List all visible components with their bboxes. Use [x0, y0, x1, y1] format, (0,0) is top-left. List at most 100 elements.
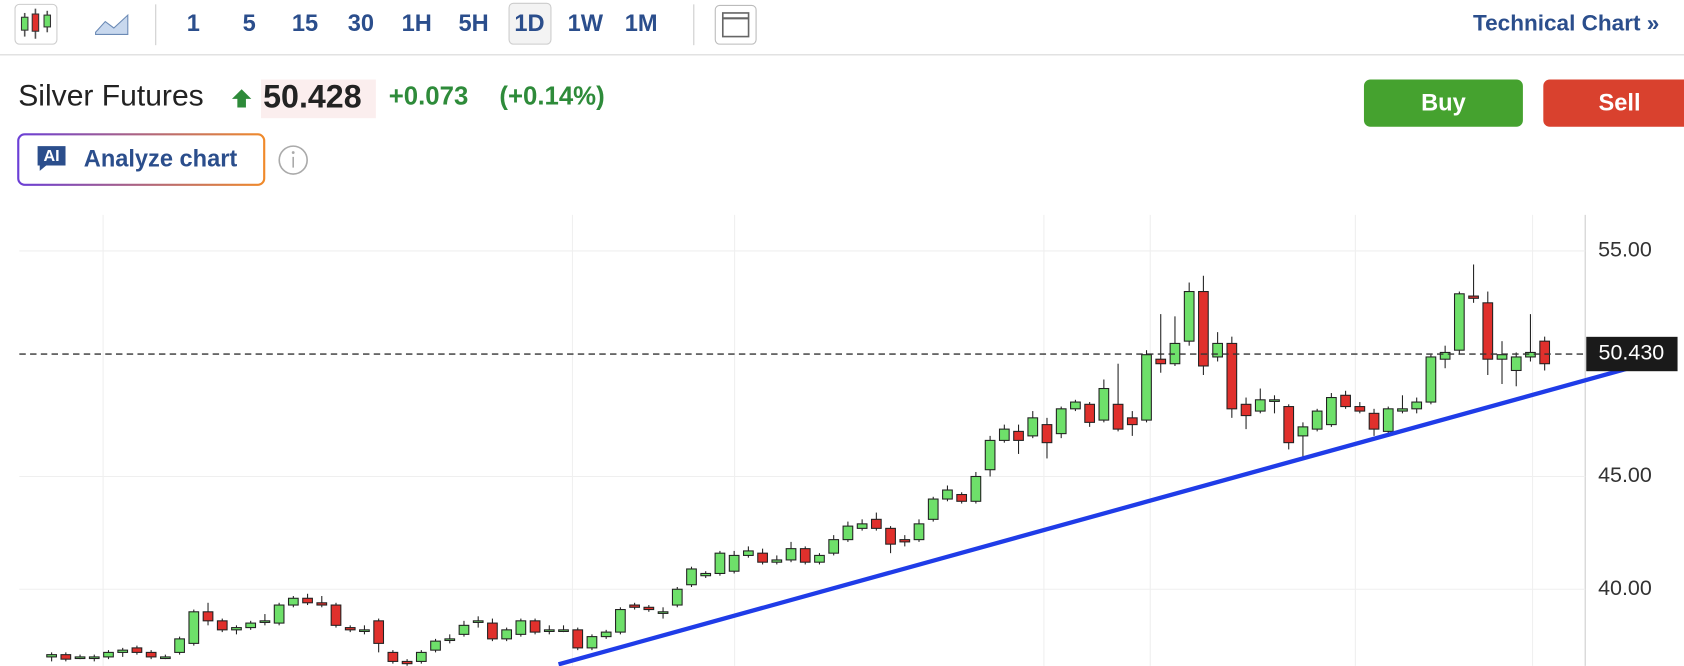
interval-button[interactable]: 15	[292, 11, 318, 37]
candle-body	[600, 631, 612, 638]
ai-icon	[37, 146, 66, 171]
layout-icon[interactable]	[714, 4, 757, 45]
candle-body	[1283, 406, 1295, 444]
instrument-title: Silver Futures	[18, 80, 203, 113]
candle-body	[899, 539, 911, 543]
candle-body	[515, 620, 527, 635]
candle-body	[103, 651, 114, 658]
candle-body	[458, 624, 470, 635]
candle-body	[1340, 394, 1351, 408]
candle-body	[728, 554, 740, 572]
trendline	[557, 362, 1642, 666]
candle-body	[330, 604, 342, 626]
candle-body	[1510, 356, 1522, 372]
candle-body	[60, 654, 72, 660]
candle-body	[46, 654, 57, 658]
vertical-grid	[102, 214, 1534, 666]
candle-body	[543, 629, 555, 632]
candle-body	[1240, 403, 1252, 417]
candle-body	[1311, 410, 1323, 430]
info-icon[interactable]	[278, 145, 308, 175]
candle-body	[743, 550, 754, 556]
interval-button[interactable]: 1M	[625, 11, 658, 37]
interval-button[interactable]: 30	[348, 11, 374, 37]
candle-body	[771, 559, 783, 563]
ai-badge: AI	[44, 147, 60, 165]
candle-body	[145, 651, 157, 658]
candle-body	[1354, 406, 1366, 412]
sell-button[interactable]	[1543, 79, 1684, 127]
interval-button[interactable]: 1	[187, 11, 200, 37]
candle-body	[131, 647, 143, 653]
candle-body	[1453, 293, 1465, 351]
buy-label[interactable]: Buy	[1421, 90, 1466, 116]
candle-body	[1326, 397, 1337, 426]
candle-body	[1425, 356, 1437, 403]
candle-body	[1055, 408, 1067, 435]
candle-body	[586, 636, 598, 649]
candle-body	[344, 627, 356, 631]
candle-body	[1126, 417, 1138, 426]
candle-body	[686, 568, 697, 586]
y-tick-label: 55.00	[1598, 238, 1652, 262]
candle-body	[785, 548, 797, 561]
candle-body	[1198, 291, 1209, 367]
candle-body	[1297, 426, 1309, 437]
interval-button[interactable]: 5H	[459, 11, 489, 37]
candle-body	[216, 620, 228, 631]
candle-body	[1013, 430, 1024, 441]
candle-body	[615, 609, 626, 633]
candle-body	[629, 604, 640, 608]
candle-body	[1027, 417, 1039, 437]
candle-body	[1155, 358, 1167, 365]
candle-body	[671, 588, 683, 606]
last-price-box	[1586, 336, 1678, 372]
candle-body	[700, 572, 712, 577]
interval-button[interactable]: 1D	[514, 11, 544, 37]
buy-button[interactable]	[1363, 79, 1523, 127]
candle-body	[657, 611, 669, 614]
sell-label[interactable]: Sell	[1599, 90, 1641, 116]
up-arrow	[231, 89, 252, 108]
candle-body	[842, 525, 854, 541]
candle-body	[1183, 291, 1195, 342]
candle-body	[359, 629, 370, 632]
interval-button[interactable]: 1H	[402, 11, 432, 37]
candle-body	[714, 552, 726, 575]
candle-body	[1084, 403, 1096, 423]
candle-body	[472, 620, 484, 623]
candle-body	[856, 523, 868, 529]
candle-body	[415, 651, 427, 662]
candle-body	[1397, 408, 1408, 412]
candle-body	[373, 620, 385, 644]
selected-interval	[508, 2, 552, 45]
interval-button[interactable]: 5	[243, 11, 256, 37]
candle-body	[188, 611, 200, 644]
area-icon[interactable]	[95, 13, 129, 35]
analyze-label[interactable]: Analyze chart	[84, 146, 238, 172]
candle-body	[1439, 351, 1451, 360]
candle-body	[487, 622, 498, 640]
candle-body	[1368, 412, 1380, 430]
candle-body	[1212, 342, 1223, 358]
candle-body	[870, 518, 882, 529]
candle-body	[444, 638, 456, 642]
candle-body	[942, 489, 953, 500]
interval-button[interactable]: 1W	[568, 11, 604, 37]
technical-chart-link[interactable]: Technical Chart »	[1473, 11, 1659, 36]
analyze-button[interactable]	[17, 133, 266, 186]
candle-body	[1041, 424, 1053, 444]
candle-body	[913, 523, 925, 541]
candle-body	[302, 597, 313, 604]
candle-body	[984, 439, 996, 471]
candle-body	[74, 656, 86, 660]
candle-body	[558, 629, 569, 632]
candle-body	[1254, 399, 1266, 412]
candle-body	[956, 493, 968, 502]
candle-body	[1411, 401, 1423, 410]
candle-body	[1226, 342, 1238, 410]
candle-body	[1539, 340, 1551, 365]
change-percent: (+0.14%)	[499, 83, 604, 111]
candle-body	[245, 622, 257, 629]
